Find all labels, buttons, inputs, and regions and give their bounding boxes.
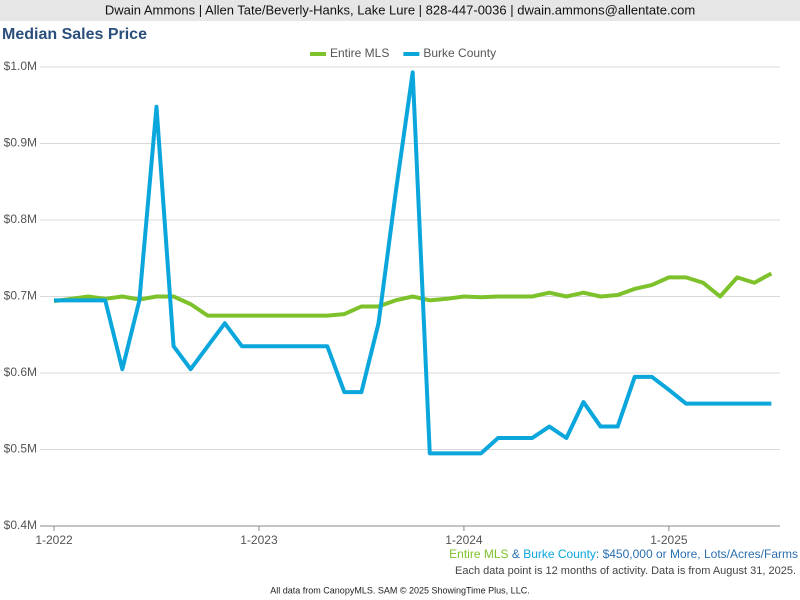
series-line [53,271,773,318]
header-bar [0,0,800,21]
x-tick-label: 1-2024 [445,533,483,547]
legend-label: Burke County [423,46,496,60]
x-tick-label: 1-2025 [650,533,688,547]
y-tick-label: $0.9M [4,136,37,150]
x-tick-label: 1-2023 [240,533,278,547]
chart-title: Median Sales Price [2,26,147,43]
activity-note: Each data point is 12 months of activity… [455,565,796,577]
y-tick-label: $0.8M [4,212,37,226]
filter-c: Burke County [523,547,596,561]
series-line [54,70,772,456]
filter-a: Entire MLS [449,547,508,561]
header: Dwain Ammons | Allen Tate/Beverly-Hanks,… [105,2,695,17]
copyright: All data from CanopyMLS. SAM © 2025 Show… [270,585,529,595]
filter-d: : $450,000 or More, Lots/Acres/Farms [596,547,798,561]
filter-note: Entire MLS & Burke County: $450,000 or M… [449,547,798,561]
x-tick-label: 1-2022 [35,533,73,547]
filter-b: & [509,547,524,561]
y-tick-label: $0.5M [4,442,37,456]
legend-label: Entire MLS [330,46,389,60]
y-tick-label: $1.0M [4,59,37,73]
y-tick-label: $0.6M [4,365,37,379]
y-tick-label: $0.7M [4,289,37,303]
y-tick-label: $0.4M [4,518,37,532]
